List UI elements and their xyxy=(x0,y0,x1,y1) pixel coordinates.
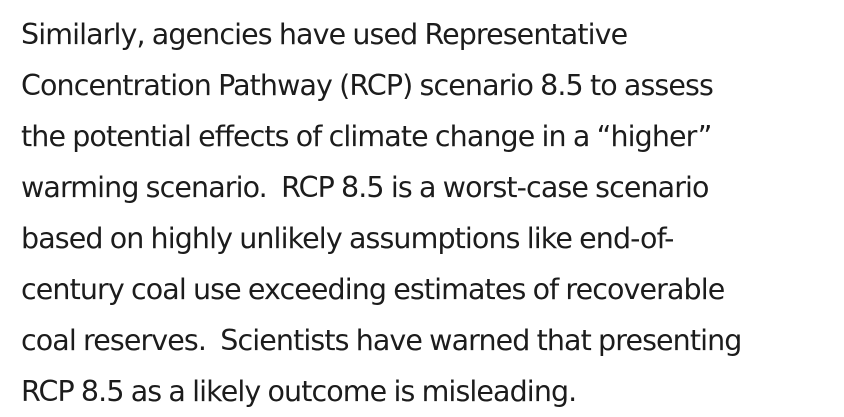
paragraph-line-2: Concentration Pathway (RCP) scenario 8.5… xyxy=(21,69,714,102)
paragraph-line-6: century coal use exceeding estimates of … xyxy=(21,273,725,306)
paragraph-line-5: based on highly unlikely assumptions lik… xyxy=(21,222,674,255)
body-paragraph: Similarly, agencies have used Representa… xyxy=(21,9,836,417)
paragraph-line-1: Similarly, agencies have used Representa… xyxy=(21,18,628,51)
paragraph-line-7: coal reserves. Scientists have warned th… xyxy=(21,324,742,357)
paragraph-line-8: RCP 8.5 as a likely outcome is misleadin… xyxy=(21,375,577,408)
paragraph-line-4: warming scenario. RCP 8.5 is a worst-cas… xyxy=(21,171,709,204)
paragraph-line-3: the potential effects of climate change … xyxy=(21,120,712,153)
